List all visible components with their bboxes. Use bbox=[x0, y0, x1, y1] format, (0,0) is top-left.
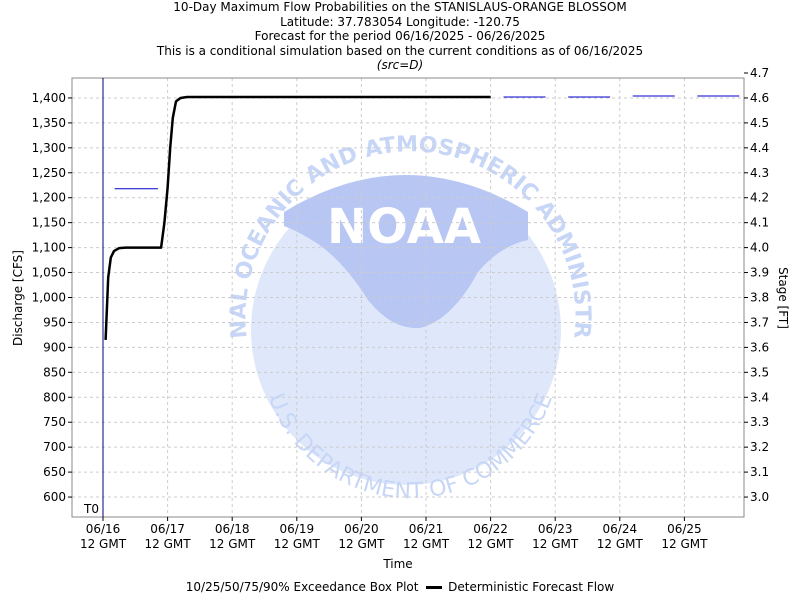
exceedance-box-plots bbox=[114, 95, 740, 190]
chart-location: Latitude: 37.783054 Longitude: -120.75 bbox=[280, 14, 520, 29]
x-tick-label-time: 12 GMT bbox=[274, 537, 321, 551]
x-tick-label-date: 06/22 bbox=[473, 522, 508, 536]
chart-title: 10-Day Maximum Flow Probabilities on the… bbox=[173, 0, 627, 14]
y-tick-label-left: 750 bbox=[43, 415, 66, 429]
x-tick-label-date: 06/24 bbox=[603, 522, 638, 536]
noaa-seal-bird bbox=[370, 322, 500, 362]
x-tick-label-time: 12 GMT bbox=[532, 537, 579, 551]
x-tick-label-time: 12 GMT bbox=[661, 537, 708, 551]
chart-grid bbox=[72, 78, 744, 517]
y-tick-label-left: 600 bbox=[43, 490, 66, 504]
y-tick-label-left: 1,200 bbox=[32, 191, 66, 205]
x-tick-label-time: 12 GMT bbox=[403, 537, 450, 551]
y-tick-label-right: 3.3 bbox=[750, 415, 769, 429]
y-tick-label-right: 4.0 bbox=[750, 241, 769, 255]
x-tick-label-date: 06/17 bbox=[150, 522, 185, 536]
y-tick-label-right: 4.2 bbox=[750, 191, 769, 205]
x-axis-label: Time bbox=[382, 557, 412, 571]
y-tick-label-left: 950 bbox=[43, 315, 66, 329]
y-tick-label-right: 3.7 bbox=[750, 315, 769, 329]
t0-label: T0 bbox=[83, 502, 99, 516]
legend-exceedance-label: 10/25/50/75/90% Exceedance Box Plot bbox=[185, 580, 419, 594]
noaa-watermark: NOAA NATIONAL OCEANIC AND ATMOSPHERIC AD… bbox=[0, 0, 595, 504]
chart-source: (src=D) bbox=[376, 58, 424, 72]
y-tick-label-right: 3.6 bbox=[750, 340, 769, 354]
noaa-seal-sky bbox=[284, 175, 528, 329]
y-tick-label-left: 1,300 bbox=[32, 141, 66, 155]
y-tick-label-right: 3.5 bbox=[750, 365, 769, 379]
y-tick-label-left: 1,100 bbox=[32, 241, 66, 255]
y-tick-label-left: 1,350 bbox=[32, 116, 66, 130]
noaa-logo-text: NOAA bbox=[327, 199, 481, 255]
y-tick-label-right: 4.7 bbox=[750, 66, 769, 80]
x-tick-label-date: 06/19 bbox=[280, 522, 315, 536]
x-tick-label-date: 06/18 bbox=[215, 522, 250, 536]
chart-period: Forecast for the period 06/16/2025 - 06/… bbox=[254, 29, 546, 43]
x-tick-label-date: 06/20 bbox=[344, 522, 379, 536]
y-tick-label-right: 4.3 bbox=[750, 166, 769, 180]
y-tick-label-left: 650 bbox=[43, 465, 66, 479]
y-axis-right-label: Stage [FT] bbox=[776, 267, 790, 329]
y-axis-left-label: Discharge [CFS] bbox=[11, 250, 25, 346]
y-tick-label-right: 3.1 bbox=[750, 465, 769, 479]
x-tick-label-date: 06/16 bbox=[86, 522, 121, 536]
x-tick-label-time: 12 GMT bbox=[468, 537, 515, 551]
chart-title-block: 10-Day Maximum Flow Probabilities on the… bbox=[0, 0, 800, 73]
right-axis: 3.0 3.1 3.2 3.3 3.4 3.5 3.6 3.7 3.8 3.9 4.0 4.1 4.2 4… bbox=[744, 66, 769, 504]
legend-deterministic-swatch bbox=[426, 586, 443, 589]
y-tick-label-right: 4.4 bbox=[750, 141, 769, 155]
x-tick-label-time: 12 GMT bbox=[80, 537, 127, 551]
x-tick-label-time: 12 GMT bbox=[145, 537, 192, 551]
x-tick-label-date: 06/21 bbox=[409, 522, 444, 536]
deterministic-series bbox=[104, 95, 491, 340]
y-tick-label-left: 1,150 bbox=[32, 216, 66, 230]
y-tick-label-left: 1,250 bbox=[32, 166, 66, 180]
y-tick-label-right: 4.1 bbox=[750, 216, 769, 230]
legend-deterministic-label: Deterministic Forecast Flow bbox=[448, 580, 615, 594]
y-tick-label-left: 1,000 bbox=[32, 291, 66, 305]
left-axis: 600 650 700 750 800 850 900 950 1,000 1,050 1,100 1… bbox=[32, 91, 72, 504]
x-tick-label-time: 12 GMT bbox=[338, 537, 385, 551]
x-tick-label-date: 06/25 bbox=[667, 522, 702, 536]
y-tick-label-left: 900 bbox=[43, 340, 66, 354]
y-tick-label-left: 800 bbox=[43, 390, 66, 404]
chart-condition-note: This is a conditional simulation based o… bbox=[156, 43, 644, 58]
y-tick-label-right: 3.4 bbox=[750, 390, 769, 404]
y-tick-label-left: 700 bbox=[43, 440, 66, 454]
y-tick-label-right: 3.8 bbox=[750, 291, 769, 305]
y-tick-label-left: 1,400 bbox=[32, 91, 66, 105]
y-tick-label-left: 850 bbox=[43, 365, 66, 379]
y-tick-label-right: 3.9 bbox=[750, 266, 769, 280]
t0-marker: T0 bbox=[83, 78, 104, 517]
y-tick-label-right: 4.6 bbox=[750, 91, 769, 105]
deterministic-flow-line bbox=[104, 95, 491, 340]
y-tick-label-right: 3.2 bbox=[750, 440, 769, 454]
y-tick-label-right: 4.5 bbox=[750, 116, 769, 130]
x-tick-label-time: 12 GMT bbox=[597, 537, 644, 551]
x-tick-label-time: 12 GMT bbox=[209, 537, 256, 551]
y-tick-label-left: 1,050 bbox=[32, 266, 66, 280]
y-tick-label-right: 3.0 bbox=[750, 490, 769, 504]
x-tick-label-date: 06/23 bbox=[538, 522, 573, 536]
chart-legend: 10/25/50/75/90% Exceedance Box Plot Dete… bbox=[0, 580, 800, 594]
